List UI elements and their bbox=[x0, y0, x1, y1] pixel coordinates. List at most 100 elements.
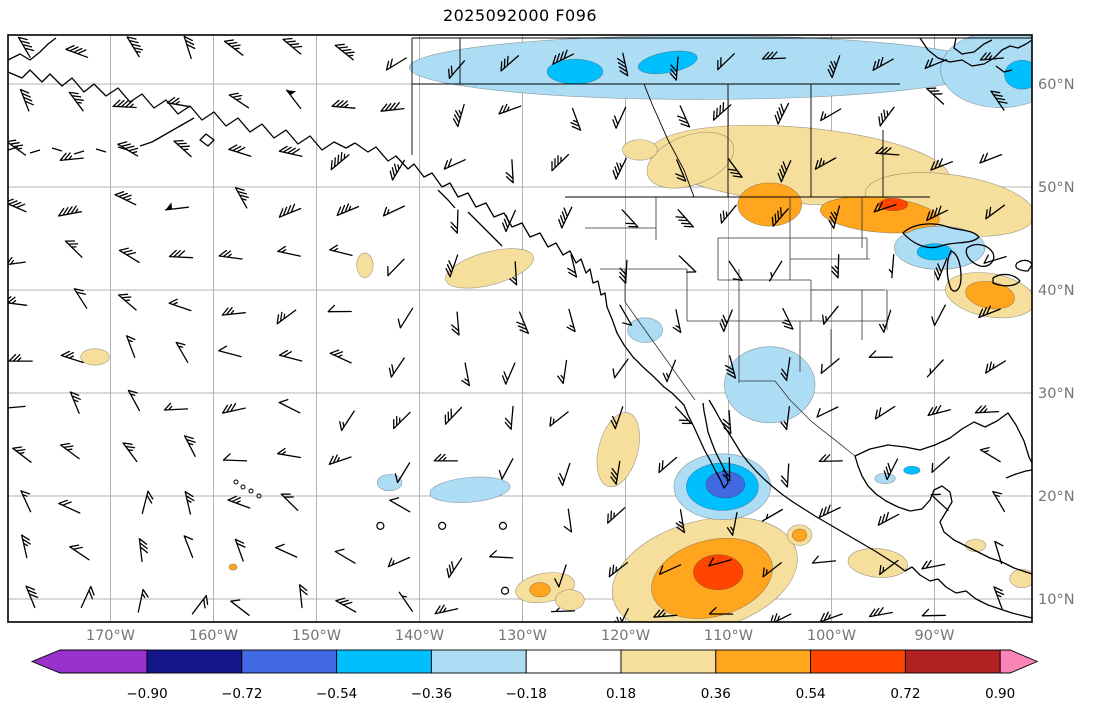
anomaly-region bbox=[792, 528, 808, 542]
wind-barb bbox=[549, 411, 569, 427]
wind-barb bbox=[712, 102, 732, 121]
wind-barb bbox=[275, 543, 298, 558]
anomaly-region bbox=[847, 548, 908, 578]
coastline bbox=[8, 37, 57, 61]
wind-barb bbox=[662, 359, 677, 383]
wind-barb bbox=[819, 611, 843, 622]
wind-barb bbox=[278, 145, 303, 157]
wind-barb bbox=[389, 159, 406, 181]
wind-barb bbox=[672, 309, 682, 334]
wind-barb bbox=[985, 204, 1006, 220]
colorbar-tick-label: −0.90 bbox=[126, 686, 167, 702]
wind-barb bbox=[653, 609, 678, 618]
wind-barb bbox=[931, 304, 946, 327]
wind-barb bbox=[761, 508, 784, 522]
wind-barb bbox=[974, 405, 1000, 414]
wind-barb bbox=[814, 157, 837, 170]
wind-barb bbox=[17, 36, 35, 58]
wind-barb bbox=[112, 99, 137, 109]
wind-barb bbox=[761, 51, 787, 60]
wind-barb bbox=[8, 400, 26, 409]
calm-wind-marker bbox=[438, 521, 447, 530]
wind-barb bbox=[448, 60, 466, 79]
wind-barb bbox=[883, 458, 899, 481]
colorbar-segment bbox=[810, 649, 906, 674]
wind-barb bbox=[278, 203, 302, 218]
wind-barb bbox=[726, 511, 738, 536]
colorbar-labels: −0.90 −0.72 −0.54 −0.36 −0.18 0.18 0.36 0.54 0.7… bbox=[126, 686, 1015, 702]
wind-barb bbox=[658, 456, 678, 474]
wind-barb bbox=[173, 139, 192, 158]
wind-barb bbox=[125, 335, 136, 358]
calm-wind-marker bbox=[498, 521, 508, 530]
colorbar-tick-label: −0.36 bbox=[411, 686, 452, 702]
colorbar-tick-label: −0.18 bbox=[506, 686, 547, 702]
x-tick-label: 150°W bbox=[292, 628, 341, 644]
wind-barb bbox=[979, 152, 1003, 164]
wind-barb bbox=[719, 309, 733, 333]
wind-barb bbox=[191, 594, 209, 615]
coastline bbox=[946, 250, 962, 292]
hawaii-island bbox=[248, 488, 254, 494]
wind-barb bbox=[762, 562, 782, 578]
wind-barb bbox=[65, 44, 89, 58]
wind-barb bbox=[59, 442, 80, 460]
wind-barb bbox=[610, 406, 624, 430]
coastline bbox=[953, 37, 993, 55]
colorbar-tick-label: 0.18 bbox=[606, 686, 636, 702]
y-tick-label: 60°N bbox=[1038, 77, 1075, 93]
wind-barb bbox=[221, 402, 246, 414]
wind-barb bbox=[873, 201, 897, 213]
grid-lines bbox=[8, 35, 1032, 622]
wind-barb bbox=[114, 191, 137, 206]
wind-barb bbox=[221, 306, 246, 316]
colorbar-tick-label: −0.54 bbox=[316, 686, 357, 702]
wind-barb bbox=[228, 92, 250, 109]
wind-barb bbox=[230, 599, 250, 616]
wind-barb bbox=[820, 108, 842, 122]
wind-barb bbox=[502, 209, 516, 233]
anomaly-region bbox=[445, 248, 534, 289]
wind-barb bbox=[141, 490, 154, 515]
wind-barb bbox=[223, 39, 244, 56]
wind-barb bbox=[445, 254, 459, 278]
wind-barb bbox=[298, 584, 308, 609]
wind-barb bbox=[336, 203, 360, 217]
colorbar-segment bbox=[430, 649, 527, 674]
coastline bbox=[1005, 469, 1032, 479]
wind-barb bbox=[329, 244, 353, 257]
wind-barb bbox=[388, 357, 405, 378]
anomaly-region bbox=[356, 252, 374, 278]
wind-barb bbox=[930, 493, 949, 511]
colorbar-segment bbox=[525, 649, 622, 674]
wind-barb bbox=[19, 88, 34, 112]
wind-barb bbox=[334, 43, 355, 61]
wind-barb bbox=[60, 350, 84, 364]
wind-barb bbox=[550, 607, 576, 613]
wind-barb bbox=[398, 591, 413, 612]
y-tick-label: 50°N bbox=[1038, 180, 1075, 196]
calm-wind-marker bbox=[500, 586, 510, 595]
wind-barb bbox=[619, 304, 633, 326]
wind-barb bbox=[933, 257, 948, 281]
anomaly-region bbox=[637, 50, 698, 75]
wind-barb bbox=[433, 453, 458, 462]
wind-barb bbox=[117, 141, 139, 157]
y-tick-label: 40°N bbox=[1038, 283, 1075, 299]
colorbar-segment bbox=[904, 649, 1001, 674]
wind-barb bbox=[276, 309, 297, 325]
wind-barb bbox=[978, 305, 1001, 319]
anomaly-region bbox=[693, 554, 744, 591]
wind-barb bbox=[771, 207, 789, 227]
wind-barb bbox=[621, 209, 639, 228]
coastline bbox=[995, 65, 1013, 73]
x-tick-label: 140°W bbox=[395, 628, 444, 644]
wind-barb bbox=[727, 158, 743, 178]
wind-barb bbox=[278, 349, 303, 362]
y-tick-label: 10°N bbox=[1038, 592, 1075, 608]
colorbar-segment bbox=[336, 649, 432, 674]
colorbar-segment bbox=[146, 649, 243, 674]
colorbar-tick-label: 0.90 bbox=[985, 686, 1015, 702]
wind-barb bbox=[184, 491, 195, 515]
